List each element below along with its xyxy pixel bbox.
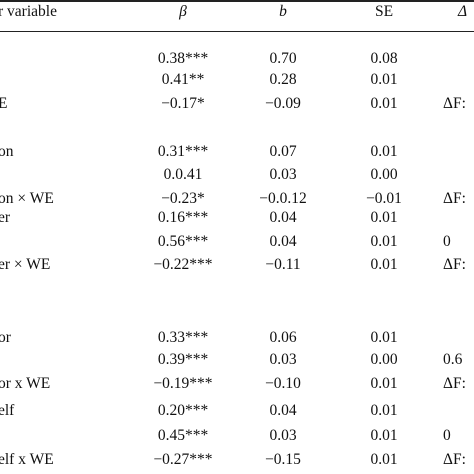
- cell-delta: 0: [443, 427, 451, 444]
- cell-beta: 0.0.41: [163, 166, 203, 183]
- cell-se: 0.01: [370, 402, 398, 419]
- header-beta: β: [179, 3, 187, 20]
- cell-delta: ΔF:: [443, 256, 466, 273]
- cell-beta: 0.20***: [157, 402, 209, 419]
- cell-delta: ΔF:: [443, 95, 466, 112]
- header-delta: Δ: [458, 3, 468, 20]
- cell-se: 0.01: [370, 95, 398, 112]
- row-label: elf: [0, 402, 15, 419]
- cell-se: −0.01: [366, 190, 402, 207]
- cell-b: −0.09: [265, 95, 301, 112]
- header-predictor-variable: r variable: [0, 3, 57, 20]
- cell-b: 0.70: [269, 50, 297, 67]
- cell-beta: 0.45***: [157, 427, 209, 444]
- cell-delta: 0.6: [443, 351, 463, 368]
- header-se: SE: [374, 3, 394, 20]
- row-label: er: [0, 209, 11, 226]
- cell-beta: −0.17*: [161, 95, 205, 112]
- cell-b: 0.03: [269, 427, 297, 444]
- cell-beta: 0.33***: [157, 329, 209, 346]
- cell-b: 0.28: [269, 71, 297, 88]
- row-label: er × WE: [0, 256, 51, 273]
- cell-b: −0.15: [265, 451, 301, 468]
- cell-beta: −0.23*: [161, 190, 205, 207]
- cell-b: −0.10: [265, 375, 301, 392]
- cell-beta: −0.19***: [153, 375, 213, 392]
- cell-se: 0.01: [370, 451, 398, 468]
- cell-b: −0.11: [265, 256, 301, 273]
- cell-se: 0.01: [370, 427, 398, 444]
- cell-se: 0.08: [370, 50, 398, 67]
- cell-beta: 0.31***: [157, 143, 209, 160]
- cell-b: 0.07: [269, 143, 297, 160]
- row-label: elf x WE: [0, 451, 54, 468]
- table-top-rule: [0, 0, 474, 2]
- cell-beta: 0.56***: [157, 233, 209, 250]
- cell-se: 0.01: [370, 143, 398, 160]
- cell-b: 0.06: [269, 329, 297, 346]
- row-label: E: [0, 95, 8, 112]
- cell-beta: −0.27***: [153, 451, 213, 468]
- cell-delta: 0: [443, 233, 451, 250]
- cell-se: 0.01: [370, 375, 398, 392]
- row-label: on × WE: [0, 190, 54, 207]
- cell-se: 0.01: [370, 256, 398, 273]
- cell-b: 0.03: [269, 351, 297, 368]
- row-label: or x WE: [0, 375, 51, 392]
- cell-delta: ΔF:: [443, 451, 466, 468]
- cell-se: 0.00: [370, 351, 398, 368]
- cell-beta: 0.41**: [161, 71, 205, 88]
- cell-delta: ΔF:: [443, 190, 466, 207]
- cell-b: −0.0.12: [259, 190, 307, 207]
- cell-beta: 0.16***: [157, 209, 209, 226]
- row-label: or: [0, 329, 11, 346]
- header-b: b: [279, 3, 287, 20]
- cell-b: 0.04: [269, 233, 297, 250]
- cell-se: 0.01: [370, 233, 398, 250]
- cell-se: 0.00: [370, 166, 398, 183]
- cell-beta: 0.39***: [157, 351, 209, 368]
- cell-se: 0.01: [370, 71, 398, 88]
- cell-b: 0.04: [269, 209, 297, 226]
- cell-delta: ΔF:: [443, 375, 466, 392]
- cell-beta: −0.22***: [153, 256, 213, 273]
- row-label: on: [0, 143, 14, 160]
- cell-b: 0.03: [269, 166, 297, 183]
- header-rule: [0, 31, 474, 32]
- cell-beta: 0.38***: [157, 50, 209, 67]
- cell-se: 0.01: [370, 209, 398, 226]
- cell-se: 0.01: [370, 329, 398, 346]
- cell-b: 0.04: [269, 402, 297, 419]
